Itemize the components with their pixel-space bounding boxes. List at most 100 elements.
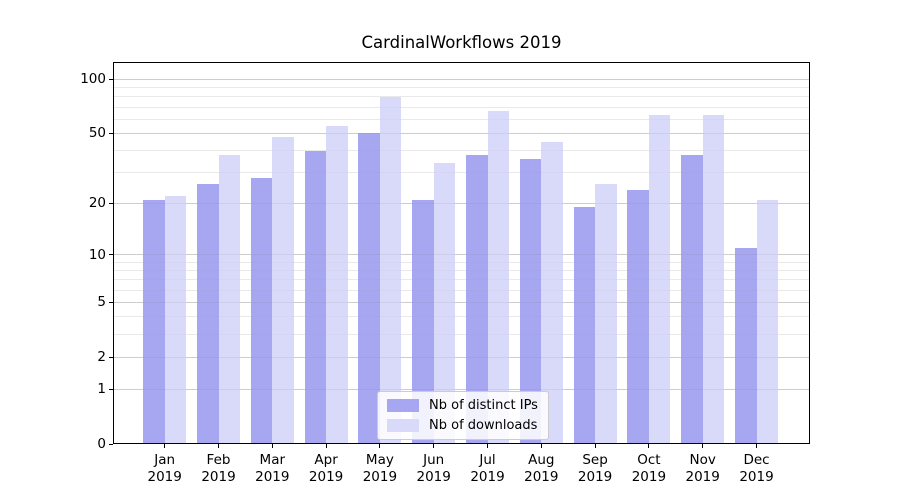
x-tick-mark — [271, 444, 273, 448]
x-tick-mark — [702, 444, 704, 448]
x-tick-year: 2019 — [416, 469, 451, 485]
bar-downloads — [702, 115, 725, 444]
major-gridline-overlay — [113, 356, 810, 358]
x-tick-mark — [756, 444, 757, 448]
bar-downloads — [164, 196, 187, 444]
x-tick-month: Jun — [423, 452, 445, 468]
minor-gridline-overlay — [113, 269, 810, 271]
x-tick-label: Dec 2019 — [722, 452, 792, 486]
chart-title: CardinalWorkflows 2019 — [361, 33, 562, 52]
major-gridline-overlay — [113, 388, 810, 390]
minor-gridline — [113, 269, 810, 271]
y-tick-mark — [109, 132, 113, 134]
x-tick-label: Apr 2019 — [291, 452, 361, 486]
major-gridline-overlay — [113, 301, 810, 303]
minor-gridline-overlay — [113, 118, 810, 120]
x-tick-year: 2019 — [255, 469, 290, 485]
bar-distinct-ips — [304, 150, 327, 444]
major-gridline — [113, 356, 810, 358]
x-tick-year: 2019 — [631, 469, 667, 485]
x-tick-month: May — [365, 452, 394, 468]
major-gridline — [113, 388, 810, 390]
x-tick-year: 2019 — [524, 469, 559, 485]
legend-label-downloads: Nb of downloads — [429, 418, 538, 433]
x-tick-year: 2019 — [201, 469, 236, 485]
legend-entry-downloads: Nb of downloads — [387, 418, 538, 433]
y-tick-mark — [109, 443, 113, 445]
major-gridline — [113, 254, 810, 256]
x-tick-mark — [540, 444, 542, 448]
major-gridline-overlay — [113, 132, 810, 134]
minor-gridline-overlay — [113, 150, 810, 152]
x-tick-label: Nov 2019 — [668, 452, 738, 486]
x-tick-month: Dec — [743, 452, 770, 468]
x-tick-month: Oct — [637, 452, 661, 468]
x-tick-mark — [218, 444, 219, 448]
minor-gridline-overlay — [113, 316, 810, 318]
x-tick-mark — [325, 444, 327, 448]
bar-distinct-ips — [250, 178, 273, 444]
major-gridline-overlay — [113, 78, 810, 80]
minor-gridline-overlay — [113, 96, 810, 98]
minor-gridline — [113, 316, 810, 318]
y-tick-label: 2 — [97, 349, 106, 366]
bar-downloads — [379, 96, 402, 444]
minor-gridline-overlay — [113, 87, 810, 89]
minor-gridline-overlay — [113, 172, 810, 174]
major-gridline — [113, 301, 810, 303]
bar-distinct-ips — [412, 199, 434, 444]
y-tick-mark — [109, 356, 113, 358]
major-gridline — [113, 132, 810, 134]
y-tick-label: 20 — [88, 195, 106, 212]
x-tick-year: 2019 — [739, 469, 774, 485]
minor-gridline — [113, 87, 810, 89]
bar-distinct-ips — [466, 154, 488, 444]
plot-area — [113, 62, 810, 444]
x-tick-month: Jul — [479, 452, 496, 468]
x-tick-label: Jun 2019 — [399, 452, 469, 486]
minor-gridline — [113, 261, 810, 263]
bar-distinct-ips — [681, 154, 703, 444]
y-tick-mark — [109, 388, 113, 390]
minor-gridline — [113, 96, 810, 98]
minor-gridline — [113, 172, 810, 174]
x-tick-mark — [594, 444, 596, 448]
x-tick-label: Oct 2019 — [614, 452, 684, 486]
x-tick-month: Mar — [259, 452, 286, 468]
y-tick-label: 1 — [97, 381, 106, 398]
bar-downloads — [648, 115, 671, 444]
legend-swatch-distinct-ips — [387, 399, 419, 412]
x-tick-month: Apr — [314, 452, 338, 468]
x-tick-label: Feb 2019 — [184, 452, 254, 486]
minor-gridline — [113, 289, 810, 291]
minor-gridline-overlay — [113, 289, 810, 291]
bar-distinct-ips — [358, 133, 380, 444]
y-tick-label: 5 — [97, 294, 106, 311]
y-tick-label: 50 — [88, 125, 106, 142]
x-tick-month: Jan — [154, 452, 176, 468]
bar-distinct-ips — [735, 247, 757, 444]
minor-gridline — [113, 150, 810, 152]
minor-gridline — [113, 106, 810, 108]
bar-downloads — [326, 126, 348, 444]
x-tick-mark — [379, 444, 381, 448]
x-tick-year: 2019 — [308, 469, 344, 485]
x-tick-mark — [648, 444, 650, 448]
x-tick-mark — [433, 444, 435, 448]
bar-downloads — [595, 183, 617, 444]
major-gridline-overlay — [113, 254, 810, 256]
x-tick-label: Jan 2019 — [130, 452, 200, 486]
minor-gridline-overlay — [113, 106, 810, 108]
x-tick-label: Sep 2019 — [560, 452, 630, 486]
major-gridline — [113, 202, 810, 204]
bar-downloads — [272, 136, 294, 444]
x-tick-year: 2019 — [470, 469, 505, 485]
legend: Nb of distinct IPs Nb of downloads — [377, 391, 549, 440]
minor-gridline — [113, 279, 810, 281]
x-tick-month: Sep — [582, 452, 608, 468]
x-tick-label: May 2019 — [345, 452, 415, 486]
x-tick-label: Aug 2019 — [506, 452, 576, 486]
x-tick-label: Mar 2019 — [237, 452, 307, 486]
y-tick-mark — [109, 254, 113, 256]
